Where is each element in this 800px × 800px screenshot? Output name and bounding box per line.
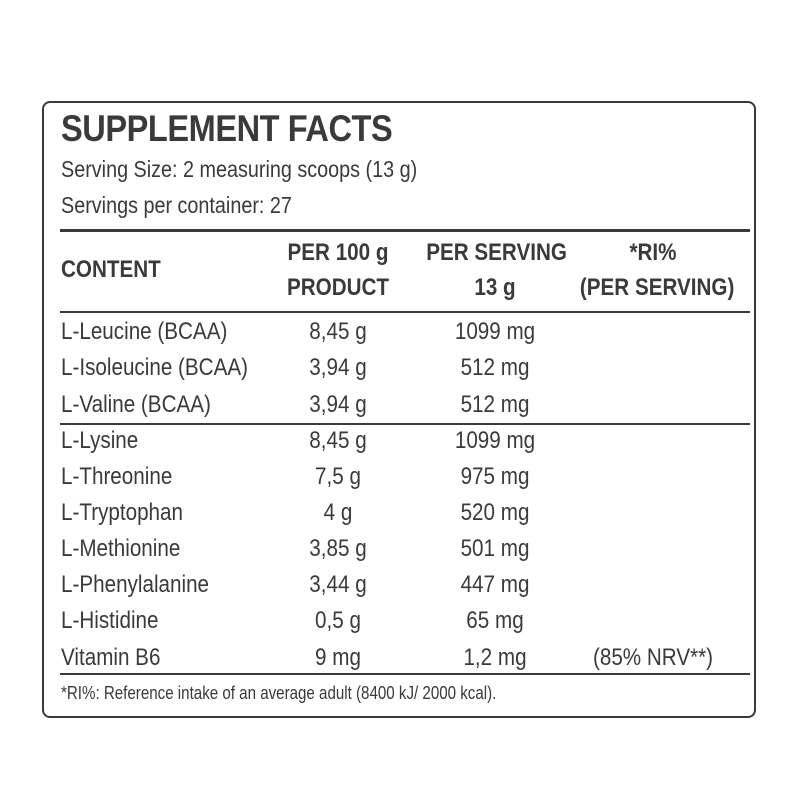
nutrient-name: L-Phenylalanine: [61, 571, 210, 598]
nutrient-perserving: 1099 mg: [454, 318, 536, 345]
header-perserving-line1: PER SERVING: [426, 239, 567, 266]
nutrient-name: L-Histidine: [61, 607, 159, 634]
nutrient-per100: 0,5 g: [315, 607, 361, 634]
nutrient-per100: 8,45 g: [309, 427, 367, 454]
serving-size: Serving Size: 2 measuring scoops (13 g): [61, 156, 418, 182]
nutrient-perserving: 520 mg: [460, 499, 530, 526]
footnote: *RI%: Reference intake of an average adu…: [61, 683, 497, 703]
nutrient-name: L-Leucine (BCAA): [61, 318, 228, 345]
nutrient-perserving: 501 mg: [460, 535, 530, 562]
servings-per-container: Servings per container: 27: [61, 192, 292, 218]
header-ri-line2: (PER SERVING): [579, 274, 735, 301]
header-per100-line1: PER 100 g: [287, 239, 389, 266]
nutrient-name: L-Isoleucine (BCAA): [61, 354, 248, 381]
nutrient-perserving: 512 mg: [460, 354, 530, 381]
nutrient-per100: 3,94 g: [309, 354, 367, 381]
header-content: CONTENT: [61, 256, 161, 283]
nutrient-per100: 3,44 g: [309, 571, 367, 598]
nutrient-name: Vitamin B6: [61, 644, 161, 671]
divider-bottom: [60, 673, 750, 675]
divider-bcaa: [60, 423, 750, 425]
header-ri-line1: *RI%: [629, 239, 677, 266]
divider-top: [60, 229, 750, 232]
header-per100-line2: PRODUCT: [286, 274, 390, 301]
page-title: SUPPLEMENT FACTS: [61, 108, 393, 149]
nutrient-perserving: 975 mg: [460, 463, 530, 490]
nutrient-name: L-Threonine: [61, 463, 173, 490]
nutrient-name: L-Lysine: [61, 427, 139, 454]
nutrient-perserving: 65 mg: [466, 607, 524, 634]
nutrient-ri: (85% NRV**): [592, 644, 714, 671]
nutrient-perserving: 1,2 mg: [463, 644, 527, 671]
supplement-facts-panel: [42, 101, 756, 718]
nutrient-per100: 8,45 g: [309, 318, 367, 345]
nutrient-per100: 7,5 g: [315, 463, 361, 490]
divider-header: [60, 311, 750, 313]
header-perserving-line2: 13 g: [474, 274, 516, 301]
nutrient-name: L-Valine (BCAA): [61, 391, 211, 418]
nutrient-perserving: 512 mg: [460, 391, 530, 418]
nutrient-perserving: 447 mg: [460, 571, 530, 598]
nutrient-per100: 3,94 g: [309, 391, 367, 418]
nutrient-per100: 3,85 g: [309, 535, 367, 562]
nutrient-name: L-Tryptophan: [61, 499, 183, 526]
nutrient-perserving: 1099 mg: [454, 427, 536, 454]
nutrient-per100: 9 mg: [315, 644, 361, 671]
nutrient-per100: 4 g: [323, 499, 353, 526]
nutrient-name: L-Methionine: [61, 535, 181, 562]
